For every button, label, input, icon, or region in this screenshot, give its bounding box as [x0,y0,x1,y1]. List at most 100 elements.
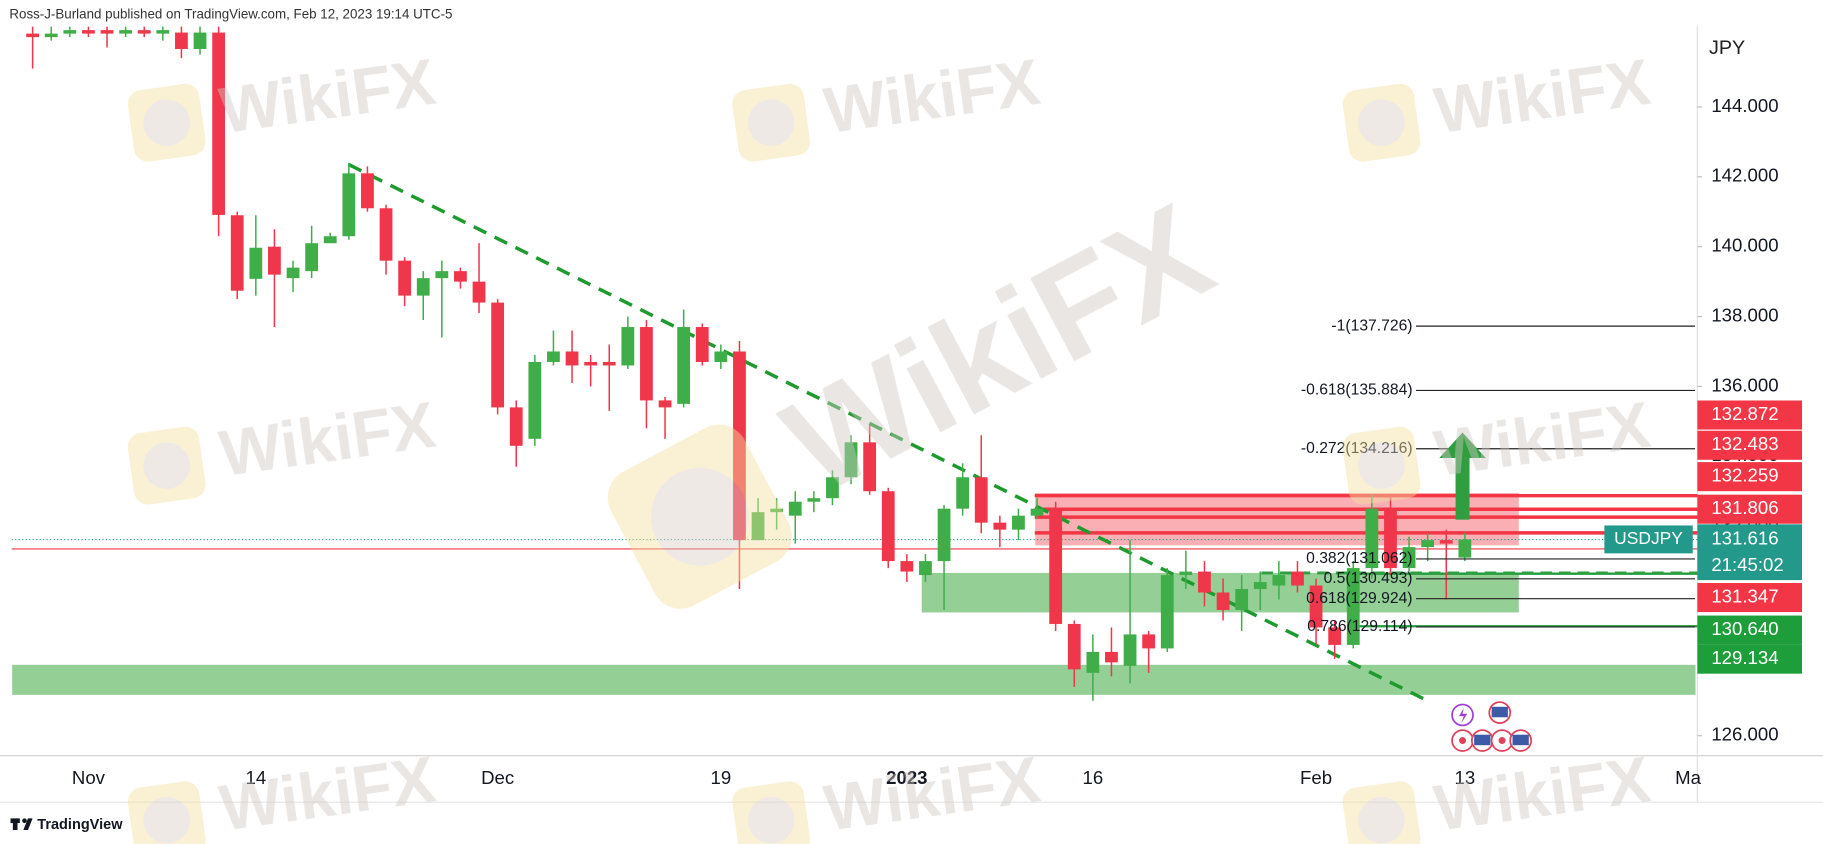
candle-body [1123,634,1137,666]
y-tick-label: 140.000 [1711,235,1778,256]
header: Ross-J-Burland published on TradingView.… [9,7,452,22]
price-box [1697,400,1803,430]
candle-body [435,271,449,279]
brand: TradingView [37,817,123,833]
candle-body [1384,508,1397,569]
trendline [348,163,1429,703]
x-tick-label: Feb [1300,767,1332,788]
candle-body [193,32,207,49]
candle-body [100,30,114,34]
fib-label: 0.382(131.062) [1306,550,1412,567]
candle-body [1198,571,1211,593]
candle-body [1291,571,1304,586]
candle-body [1160,575,1174,649]
candle-body [1179,571,1193,576]
price-box [1697,615,1803,645]
candle-body [1105,651,1118,663]
candle-body [937,508,951,562]
candle-body [751,512,765,541]
price-box [1697,494,1803,524]
candle-body [286,267,300,279]
candle-body [230,215,244,291]
price-box-label: 131.806 [1711,497,1778,518]
event-icons [1451,701,1533,752]
candle-body [826,477,839,499]
watermark-logo [127,781,206,844]
y-tick-label: 138.000 [1711,304,1778,325]
price-box-label: 130.640 [1711,618,1778,639]
candle-body [137,30,151,34]
x-tick-label: 2023 [886,767,927,788]
candle-body [584,361,598,366]
y-tick-label: 136.000 [1711,374,1778,395]
candle-body [1402,547,1416,569]
candle-body [323,236,337,244]
candle-body [305,243,319,272]
candle-body [974,477,988,523]
candle-body [844,442,858,478]
candle-body [714,351,728,362]
price-box-label: 132.872 [1711,403,1778,424]
candle-body [621,327,635,366]
candle-body [602,361,616,366]
symbol-label: USDJPY [1614,528,1683,548]
x-tick-label: Ma [1675,767,1701,788]
price-box-label: 129.134 [1711,647,1778,668]
countdown-label: 21:45:02 [1711,554,1783,575]
watermark-logo-mark [143,442,190,489]
price-box [1697,644,1803,674]
candle-body [119,30,133,34]
candle-body [1142,634,1156,649]
candle-body [26,33,40,38]
candle-body [1458,539,1472,558]
y-tick-label: 126.000 [1711,724,1778,745]
current-price-label: 131.616 [1711,527,1778,548]
watermark-logo-mark [747,796,795,844]
candle-body [1030,508,1044,516]
x-tick-label: 14 [245,767,266,788]
candle-body [454,271,467,282]
watermark-logo [732,781,811,844]
zone [1035,492,1519,546]
x-tick-label: 13 [1455,767,1476,788]
fib-label: 0.618(129.924) [1306,590,1412,607]
price-box-label: 132.259 [1711,465,1778,486]
watermark-logo-mark [143,99,190,146]
candle-body [807,498,821,502]
candle-body [212,32,226,215]
x-tick-label: 19 [711,767,732,788]
price-box [1697,583,1803,613]
candle-body [509,407,523,446]
watermark-logo-mark [143,796,190,844]
candle-body [863,442,877,492]
candle-body [658,400,672,408]
candle-body [1216,592,1230,610]
y-tick-label: 142.000 [1711,165,1778,186]
price-box [1697,462,1803,492]
candle-body [361,173,374,209]
watermark-logo-mark [1358,442,1405,489]
x-tick-label: 16 [1083,767,1104,788]
candle-body [1365,508,1379,569]
zone [12,664,1696,695]
candle-body [881,491,895,562]
candle-body [1421,540,1435,548]
fib-label: 0.5(130.493) [1324,570,1413,587]
candle-body [900,561,914,572]
candle-body [156,30,170,34]
candle-body [528,361,542,439]
candle-body [1235,589,1249,610]
candle-body [1049,508,1063,624]
candle-body [640,327,653,401]
candle-body [44,33,58,38]
price-box-label: 132.483 [1711,433,1778,454]
candle-body [249,247,263,279]
fib-label: -0.618(135.884) [1301,382,1413,399]
y-tick-label: 144.000 [1711,95,1778,116]
watermark-logo-mark [650,467,749,566]
fib-label: 0.786(129.114) [1307,618,1412,635]
candle-body [379,208,393,261]
